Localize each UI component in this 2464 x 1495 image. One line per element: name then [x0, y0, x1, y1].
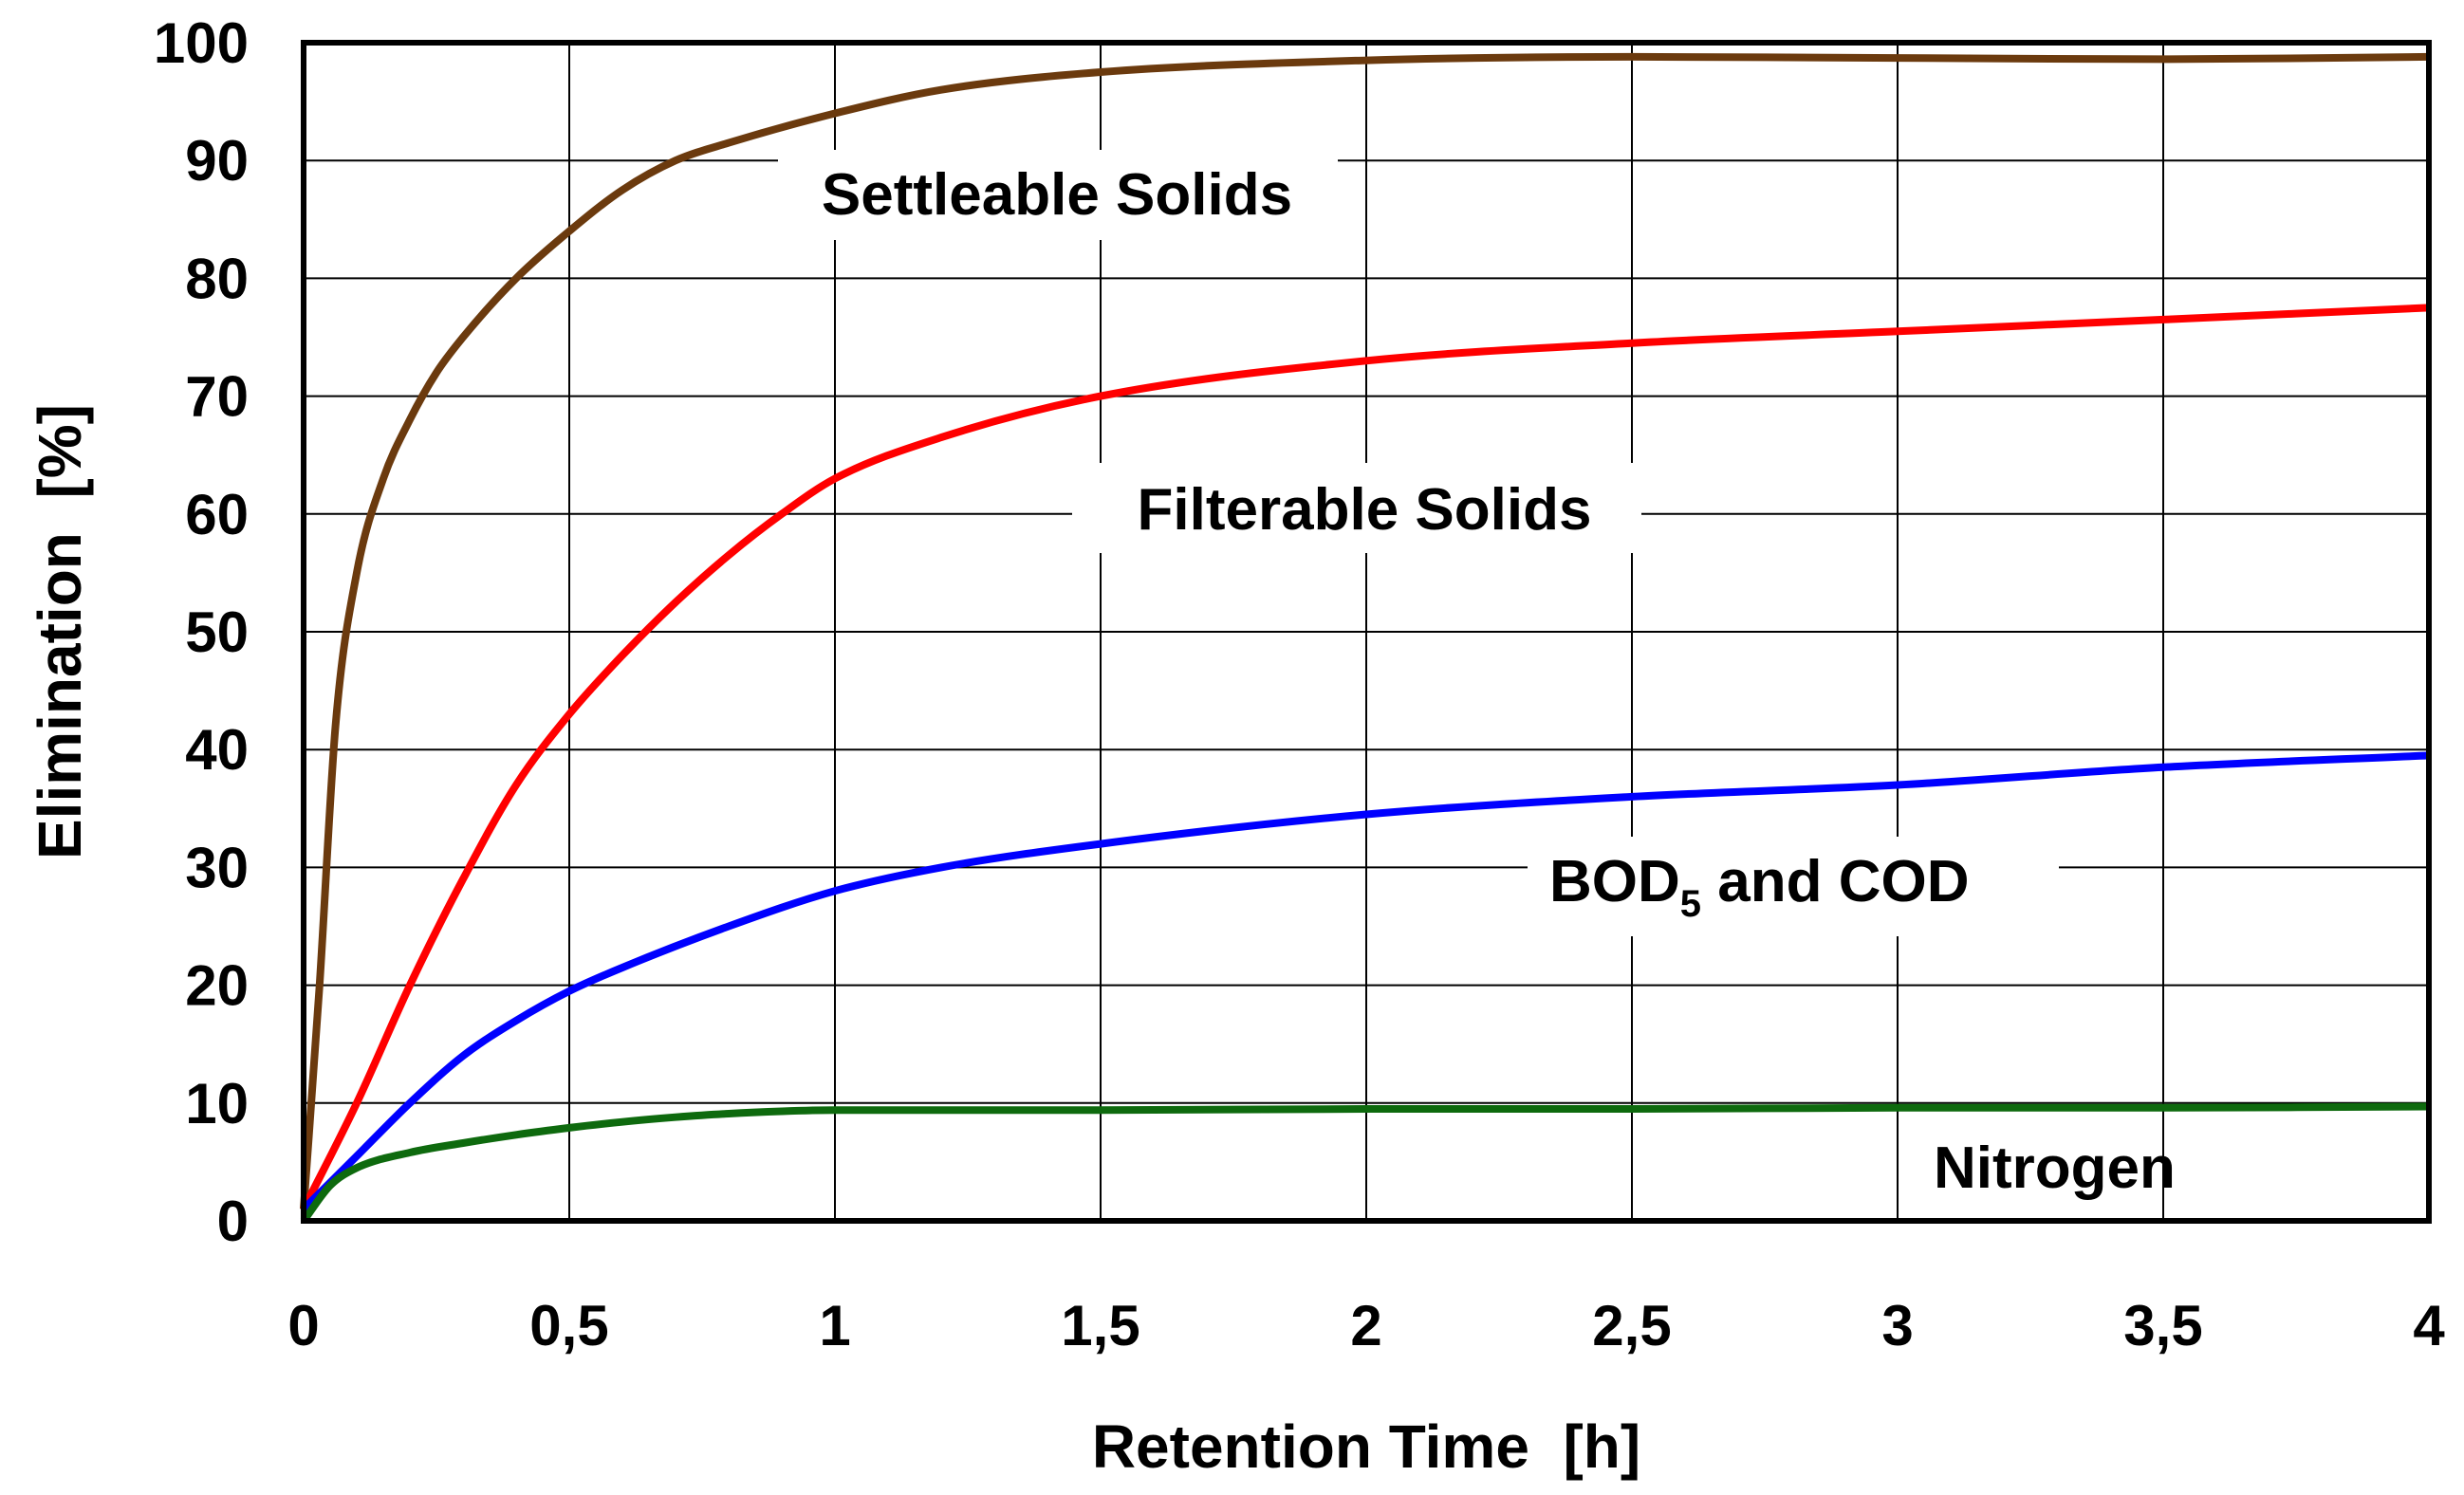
- y-tick-labels: 0 10 20 30 40 50 60 70 80 90 100: [154, 11, 249, 1253]
- x-tick-label: 3,5: [2123, 1294, 2202, 1357]
- plot-frame: [301, 40, 2432, 1224]
- series-line-nitrogen: [300, 1102, 2430, 1224]
- x-axis-title: Retention Time [h]: [1092, 1412, 1640, 1481]
- bod-cod-label: BOD5 and COD: [1549, 849, 1969, 925]
- y-tick-label: 60: [185, 483, 249, 546]
- filterable-solids-label: Filterable Solids: [1138, 477, 1592, 543]
- bod-label-rest: and COD: [1701, 849, 1969, 914]
- y-tick-label: 20: [185, 954, 249, 1018]
- filterable-label-bg: [1072, 463, 1641, 553]
- series-line-filterable: [300, 304, 2430, 1211]
- y-tick-label: 50: [185, 600, 249, 664]
- x-tick-label: 0: [287, 1294, 319, 1357]
- x-tick-label: 4: [2413, 1294, 2445, 1357]
- y-tick-label: 0: [217, 1190, 249, 1253]
- bod-label-bg: [1528, 837, 2059, 936]
- x-tick-label: 2: [1350, 1294, 1381, 1357]
- x-tick-label: 1,5: [1061, 1294, 1139, 1357]
- series-line-bod: [301, 751, 2430, 1212]
- settleable-solids-label: Settleable Solids: [822, 162, 1292, 228]
- y-tick-label: 70: [185, 365, 249, 429]
- y-tick-label: 30: [185, 836, 249, 899]
- x-tick-label: 0,5: [529, 1294, 608, 1357]
- x-tick-label: 1: [819, 1294, 850, 1357]
- y-tick-label: 40: [185, 718, 249, 782]
- x-tick-labels: 0 0,5 1 1,5 2 2,5 3 3,5 4: [287, 1294, 2445, 1357]
- x-tick-label: 2,5: [1592, 1294, 1671, 1357]
- y-tick-label: 10: [185, 1072, 249, 1135]
- curve-labels: Settleable Solids Filterable Solids BOD5…: [778, 150, 2176, 1201]
- y-axis-title: Elimination [%]: [26, 404, 94, 859]
- bod-label-main: BOD: [1549, 849, 1680, 914]
- nitrogen-label: Nitrogen: [1934, 1135, 2176, 1201]
- grid: [304, 43, 2429, 1221]
- series-lines: [300, 52, 2430, 1224]
- x-tick-label: 3: [1881, 1294, 1913, 1357]
- series-line-settleable: [300, 52, 2430, 1209]
- y-tick-label: 80: [185, 247, 249, 310]
- y-tick-label: 90: [185, 129, 249, 193]
- settleable-label-bg: [778, 150, 1338, 240]
- bod-label-subscript: 5: [1680, 883, 1701, 925]
- y-tick-label: 100: [154, 11, 249, 75]
